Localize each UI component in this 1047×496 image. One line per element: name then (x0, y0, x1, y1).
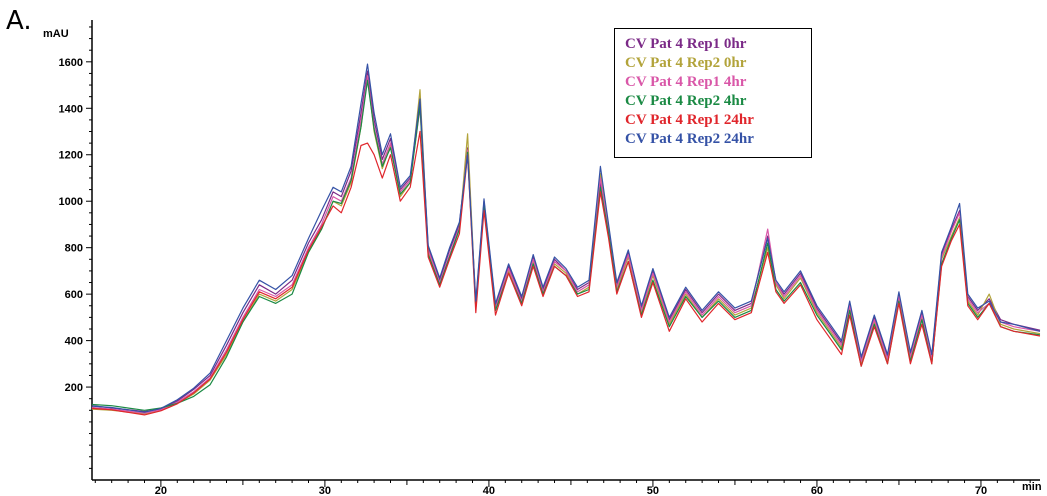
legend-item-rep1-0hr: CV Pat 4 Rep1 0hr (625, 36, 747, 52)
x-axis-unit-label: min (1022, 481, 1042, 493)
x-tick-label: 30 (319, 485, 331, 496)
y-tick-label: 1400 (59, 103, 83, 115)
legend-item-rep2-24hr: CV Pat 4 Rep2 24hr (625, 131, 754, 147)
series-layer (91, 63, 1041, 416)
chart-legend: CV Pat 4 Rep1 0hr CV Pat 4 Rep2 0hr CV P… (614, 28, 812, 158)
y-tick-label: 1600 (59, 57, 83, 69)
series-line-0 (91, 70, 1041, 413)
series-line-1 (91, 75, 1041, 415)
x-tick-label: 60 (811, 485, 823, 496)
series-line-2 (91, 75, 1041, 414)
y-axis-unit-label: mAU (43, 28, 69, 40)
x-tick-label: 70 (975, 485, 987, 496)
x-tick-label: 40 (483, 485, 495, 496)
series-line-3 (91, 79, 1041, 411)
legend-item-rep2-4hr: CV Pat 4 Rep2 4hr (625, 93, 747, 109)
y-tick-label: 600 (65, 289, 83, 301)
x-tick-label: 50 (647, 485, 659, 496)
y-tick-label: 200 (65, 382, 83, 394)
legend-item-rep1-4hr: CV Pat 4 Rep1 4hr (625, 74, 747, 90)
y-tick-label: 1000 (59, 196, 83, 208)
legend-item-rep2-0hr: CV Pat 4 Rep2 0hr (625, 55, 747, 71)
y-tick-label: 400 (65, 336, 83, 348)
legend-item-rep1-24hr: CV Pat 4 Rep1 24hr (625, 112, 754, 128)
series-line-5 (91, 63, 1041, 413)
panel-label: A. (6, 6, 32, 36)
series-line-4 (91, 130, 1041, 416)
axes: 200 400 600 800 1000 1200 1400 1600 20 30 40 50 60 70 (59, 20, 1040, 496)
x-tick-label: 20 (155, 485, 167, 496)
y-tick-label: 800 (65, 243, 83, 255)
y-tick-label: 1200 (59, 150, 83, 162)
